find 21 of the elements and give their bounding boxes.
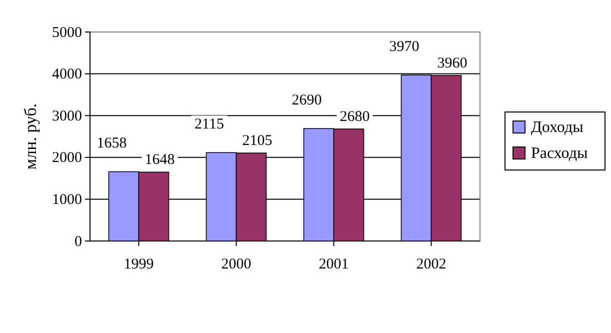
legend-label: Расходы (531, 145, 588, 162)
data-label: 3970 (389, 39, 420, 56)
y-tick-label: 0 (74, 234, 82, 250)
x-tick-label: 2002 (416, 256, 446, 272)
x-tick-label: 2000 (221, 256, 252, 272)
y-tick-label: 4000 (52, 66, 82, 83)
data-label: 1658 (96, 136, 127, 152)
legend-label: Доходы (531, 119, 584, 136)
y-tick-label: 1000 (52, 192, 82, 208)
data-label: 1648 (144, 152, 175, 168)
y-tick-label: 5000 (52, 24, 82, 41)
data-label: 2105 (242, 133, 272, 150)
data-label: 2680 (340, 108, 370, 125)
y-axis-title: млн. руб. (21, 103, 40, 170)
x-tick-label: 2001 (318, 256, 349, 272)
y-tick-label: 3000 (52, 108, 82, 124)
y-tick-label: 2000 (52, 150, 82, 166)
x-tick-label: 1999 (124, 256, 154, 272)
data-label: 2115 (194, 116, 224, 133)
data-label: 3960 (437, 55, 468, 72)
data-label: 2690 (292, 92, 322, 109)
